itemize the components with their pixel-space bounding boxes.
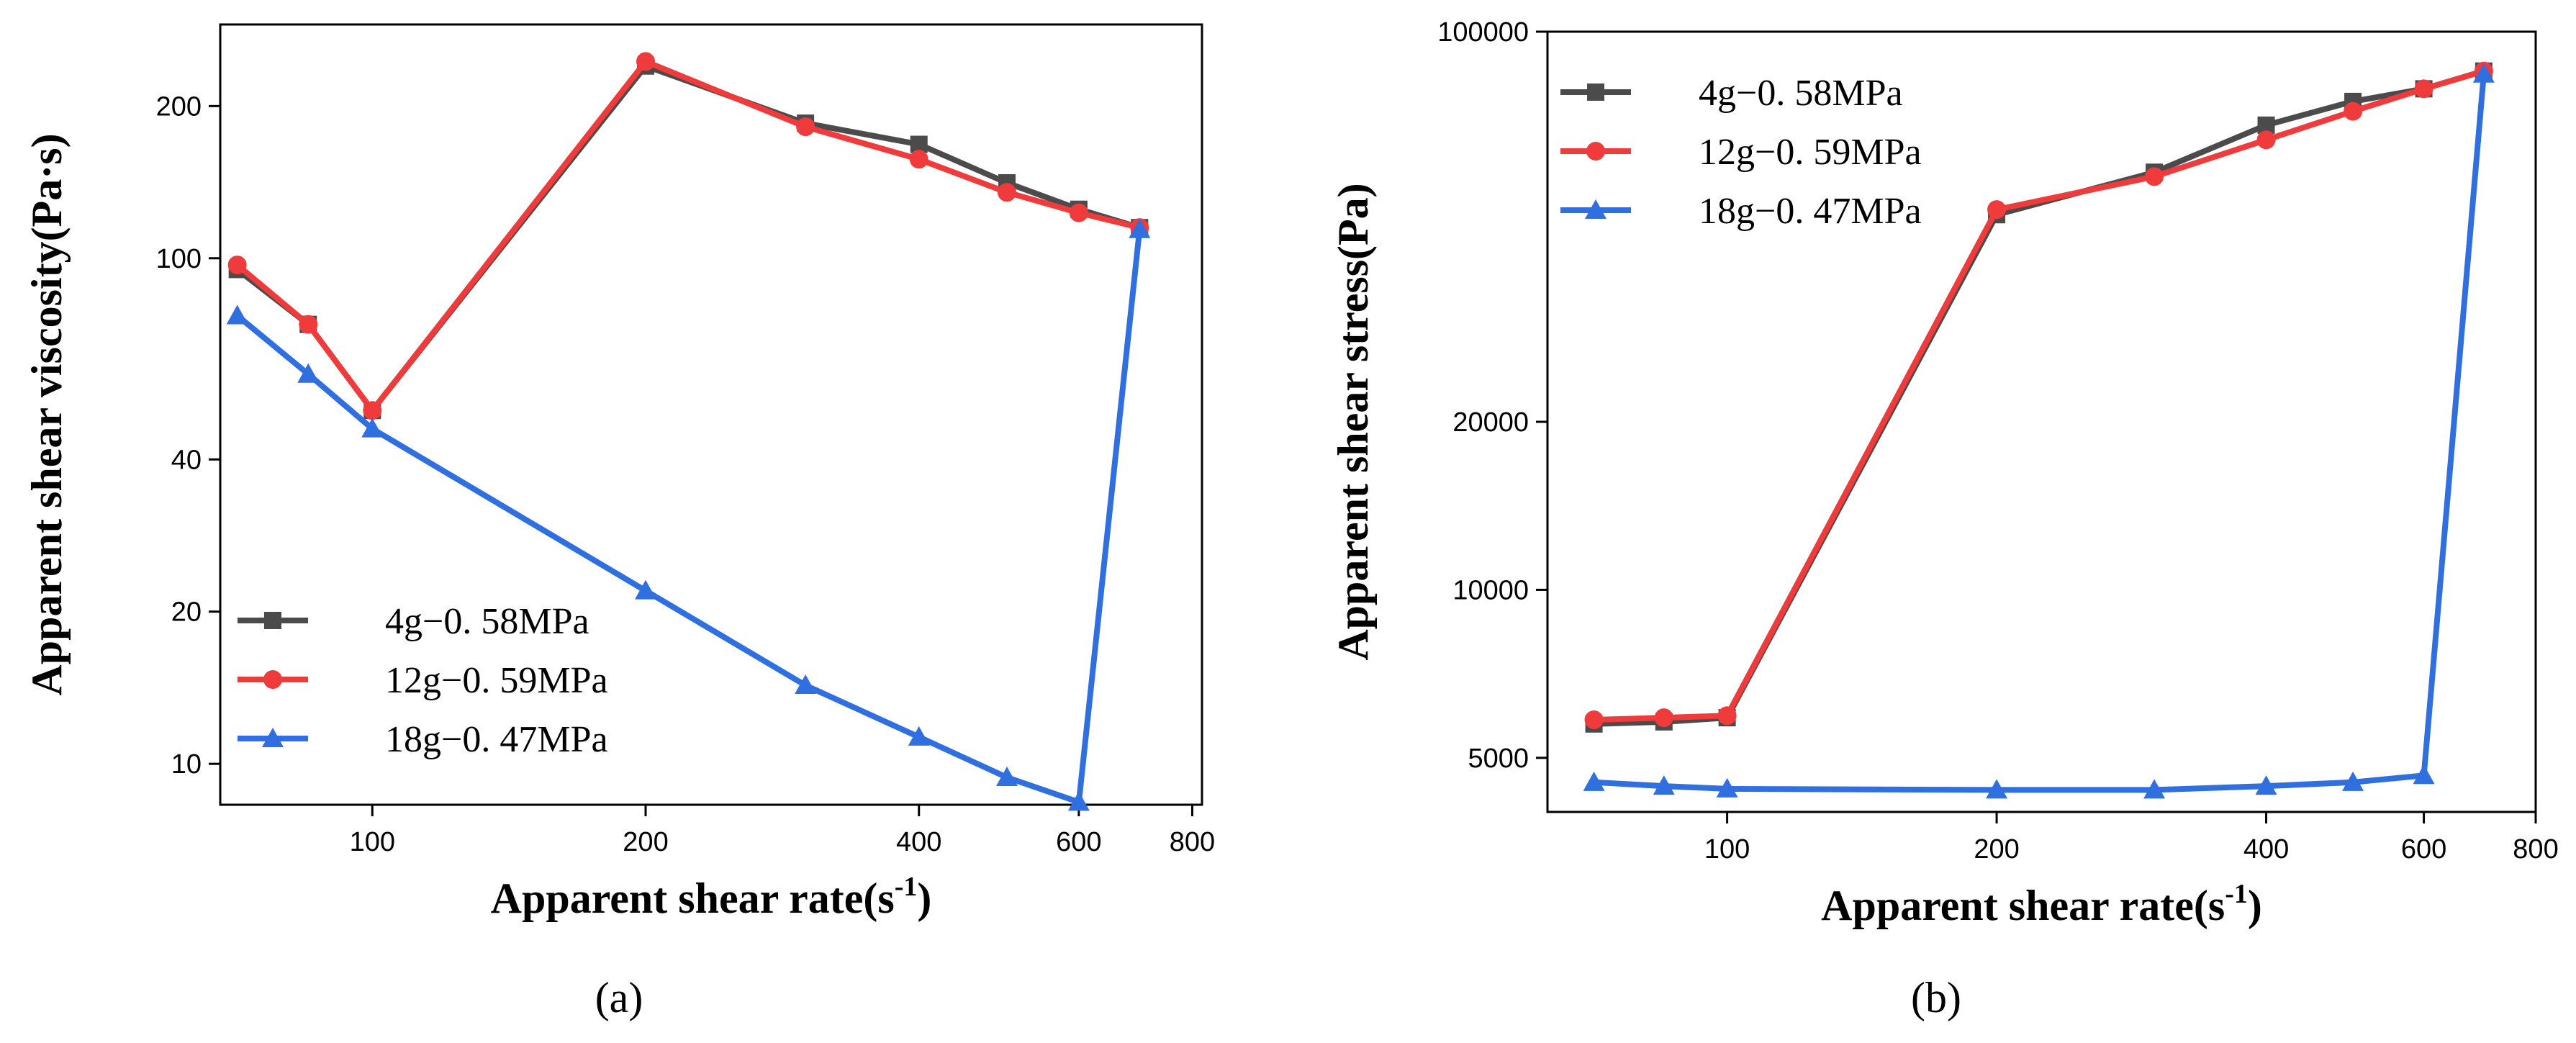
data-point xyxy=(297,363,320,383)
data-point xyxy=(2143,779,2166,799)
series-0 xyxy=(228,57,1149,420)
series-line xyxy=(235,63,1141,414)
plot-frame xyxy=(219,23,1203,806)
y-axis-title: Apparent shear stress(Pa) xyxy=(1329,183,1377,660)
data-point xyxy=(2342,771,2364,791)
chart-panel-b: 100 200 400 600 800 5000 10000 20000 100000 4g−0.… xyxy=(1329,17,2559,1021)
legend-label: 18g−0. 47MPa xyxy=(1699,191,1922,232)
data-point xyxy=(1654,708,1673,728)
legend-item: 18g−0. 47MPa xyxy=(238,719,608,760)
y-tick-label: 10 xyxy=(171,749,202,780)
y-tick-label: 100 xyxy=(156,244,202,274)
x-axis-title: Apparent shear rate(s-1) xyxy=(491,872,932,922)
x-tick-label: 800 xyxy=(1170,827,1215,857)
data-point xyxy=(909,150,928,169)
legend-swatch-marker xyxy=(1585,199,1606,219)
series-2 xyxy=(1583,63,2495,799)
data-point xyxy=(1987,200,2007,220)
legend-label: 4g−0. 58MPa xyxy=(1699,73,1903,114)
y-tick-label: 10000 xyxy=(1452,575,1529,605)
series-1 xyxy=(227,52,1149,420)
data-point xyxy=(636,52,656,71)
data-point xyxy=(1069,203,1088,222)
x-tick-label: 400 xyxy=(2243,834,2289,864)
y-tick-label: 200 xyxy=(156,91,202,122)
x-tick-label: 600 xyxy=(1056,827,1101,857)
data-point xyxy=(1986,779,2008,799)
data-point xyxy=(2414,79,2433,99)
data-point xyxy=(299,315,318,334)
legend-item: 12g−0. 59MPa xyxy=(238,660,608,701)
y-axis-title: Apparent shear viscosity(Pa·s) xyxy=(23,133,71,695)
data-point xyxy=(1129,218,1151,238)
data-point xyxy=(2145,167,2164,186)
legend-swatch-marker xyxy=(1586,142,1605,161)
series-line xyxy=(1594,73,2487,793)
data-point xyxy=(1717,706,1737,726)
legend-item: 18g−0. 47MPa xyxy=(1560,191,1922,232)
x-tick-label: 400 xyxy=(896,827,941,857)
series-line xyxy=(235,229,1143,805)
legend-label: 12g−0. 59MPa xyxy=(1699,132,1922,173)
data-point xyxy=(1583,771,1605,791)
data-point xyxy=(796,117,815,137)
legend-swatch-marker xyxy=(264,612,281,629)
data-point xyxy=(226,304,248,325)
x-tick-label: 600 xyxy=(2401,834,2446,864)
x-axis-title: Apparent shear rate(s-1) xyxy=(1821,879,2262,929)
data-point xyxy=(995,767,1018,787)
data-point xyxy=(361,417,384,438)
legend-label: 4g−0. 58MPa xyxy=(385,601,589,642)
series-line xyxy=(235,58,1141,414)
data-point xyxy=(795,674,817,695)
data-point xyxy=(997,183,1016,202)
legend-swatch-marker xyxy=(1587,83,1604,101)
panel-label: (a) xyxy=(595,974,643,1021)
data-point xyxy=(227,256,247,275)
legend-item: 4g−0. 58MPa xyxy=(238,601,589,642)
panel-label: (b) xyxy=(1911,974,1961,1021)
plot-frame xyxy=(1546,30,2537,813)
legend-item: 12g−0. 59MPa xyxy=(1560,132,1922,173)
chart-panel-a: 100 200 400 600 800 10 20 40 100 200 4g−0. 58MPa 12… xyxy=(23,23,1215,1021)
legend-label: 12g−0. 59MPa xyxy=(385,660,608,701)
data-point xyxy=(2255,775,2277,795)
x-tick-label: 200 xyxy=(623,827,668,857)
data-point xyxy=(1067,791,1090,811)
y-tick-label: 20000 xyxy=(1452,407,1529,438)
data-point xyxy=(908,726,930,746)
data-point xyxy=(1653,775,1675,795)
data-point xyxy=(1716,777,1738,798)
x-tick-label: 100 xyxy=(1704,834,1750,864)
data-point xyxy=(2472,63,2495,83)
legend-label: 18g−0. 47MPa xyxy=(385,719,608,760)
data-point xyxy=(635,579,657,600)
legend-swatch-marker xyxy=(262,728,284,747)
y-tick-label: 20 xyxy=(171,597,202,628)
data-point xyxy=(2256,130,2276,150)
data-point xyxy=(2344,101,2363,121)
x-tick-label: 200 xyxy=(1974,834,2019,864)
y-tick-label: 100000 xyxy=(1437,17,1529,48)
data-point xyxy=(363,401,382,420)
y-tick-label: 40 xyxy=(171,445,202,475)
data-point xyxy=(2413,764,2435,785)
x-tick-label: 100 xyxy=(350,827,395,857)
series-2 xyxy=(226,218,1151,811)
series-1 xyxy=(1584,61,2493,729)
legend-item: 4g−0. 58MPa xyxy=(1560,73,1903,114)
x-tick-label: 800 xyxy=(2513,834,2558,864)
data-point xyxy=(1584,710,1604,729)
legend-swatch-marker xyxy=(263,670,282,689)
y-tick-label: 5000 xyxy=(1468,744,1529,774)
